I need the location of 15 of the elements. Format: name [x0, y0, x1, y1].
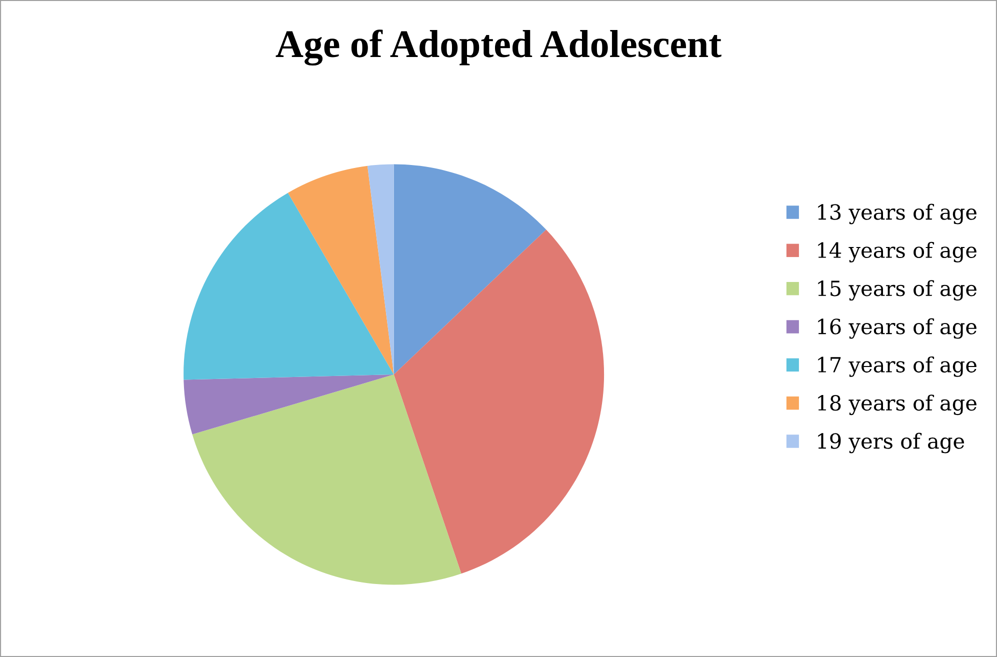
pie-slice — [192, 374, 462, 585]
legend-label: 17 years of age — [818, 356, 976, 377]
pie-slice — [184, 192, 394, 380]
legend-label: 16 years of age — [818, 318, 976, 339]
legend-label: 18 years of age — [818, 394, 976, 416]
pie-slice — [288, 166, 394, 374]
legend-label: 15 years of age — [818, 280, 976, 301]
legend-label: 19 yers of age — [818, 432, 964, 454]
chart-title: Age of Adopted Adolescent — [276, 30, 722, 66]
pie-slice — [367, 164, 394, 374]
pie-slice — [184, 374, 394, 434]
legend-label: 14 years of age — [818, 242, 976, 262]
pie-slice — [394, 164, 546, 374]
legend-label: 13 years of age — [818, 204, 976, 224]
pie-slice — [394, 230, 604, 574]
